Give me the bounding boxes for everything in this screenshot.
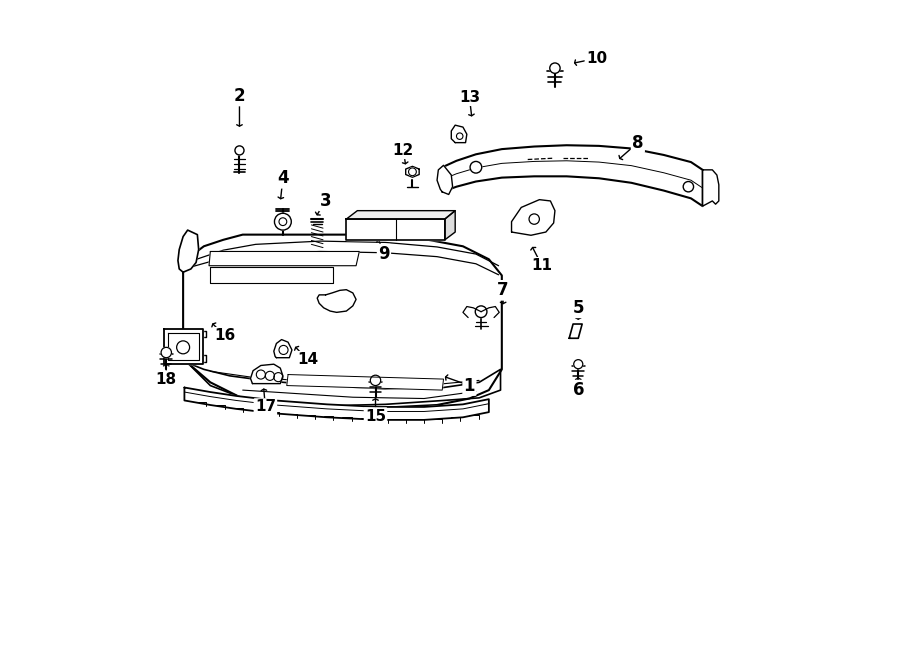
Polygon shape bbox=[274, 340, 292, 358]
Text: 5: 5 bbox=[572, 299, 584, 317]
Text: 12: 12 bbox=[392, 143, 414, 158]
Circle shape bbox=[370, 375, 381, 385]
Polygon shape bbox=[703, 170, 719, 206]
Text: 9: 9 bbox=[378, 245, 390, 263]
Polygon shape bbox=[187, 363, 500, 407]
Text: 4: 4 bbox=[277, 169, 289, 187]
Polygon shape bbox=[346, 219, 445, 240]
Circle shape bbox=[470, 161, 482, 173]
Polygon shape bbox=[569, 324, 582, 338]
Text: 11: 11 bbox=[532, 258, 553, 273]
Text: 16: 16 bbox=[214, 328, 235, 343]
Circle shape bbox=[235, 146, 244, 155]
Text: 13: 13 bbox=[459, 90, 480, 105]
Polygon shape bbox=[511, 200, 555, 235]
Text: 18: 18 bbox=[156, 371, 176, 387]
Polygon shape bbox=[442, 145, 703, 206]
Text: 7: 7 bbox=[498, 282, 508, 299]
Circle shape bbox=[529, 214, 539, 224]
Text: 17: 17 bbox=[255, 399, 276, 414]
Text: 15: 15 bbox=[364, 408, 386, 424]
Polygon shape bbox=[287, 375, 444, 390]
Polygon shape bbox=[211, 267, 333, 283]
Polygon shape bbox=[445, 211, 455, 240]
Circle shape bbox=[550, 63, 560, 73]
Circle shape bbox=[475, 306, 487, 317]
Text: 8: 8 bbox=[632, 134, 644, 151]
Circle shape bbox=[573, 360, 583, 369]
Text: 14: 14 bbox=[297, 352, 318, 367]
Polygon shape bbox=[346, 211, 455, 219]
Polygon shape bbox=[451, 125, 467, 143]
Polygon shape bbox=[184, 387, 489, 420]
Circle shape bbox=[683, 182, 694, 192]
Text: 6: 6 bbox=[572, 381, 584, 399]
Text: 3: 3 bbox=[320, 192, 331, 210]
Polygon shape bbox=[164, 329, 202, 364]
Circle shape bbox=[161, 347, 172, 358]
Text: 2: 2 bbox=[234, 87, 246, 105]
Polygon shape bbox=[209, 251, 359, 266]
Circle shape bbox=[409, 168, 417, 176]
Polygon shape bbox=[178, 230, 199, 272]
Polygon shape bbox=[317, 290, 356, 313]
Polygon shape bbox=[437, 165, 453, 194]
Text: 10: 10 bbox=[586, 51, 607, 66]
Polygon shape bbox=[250, 364, 283, 383]
Circle shape bbox=[274, 214, 292, 230]
Text: 1: 1 bbox=[464, 377, 475, 395]
Polygon shape bbox=[183, 235, 502, 408]
